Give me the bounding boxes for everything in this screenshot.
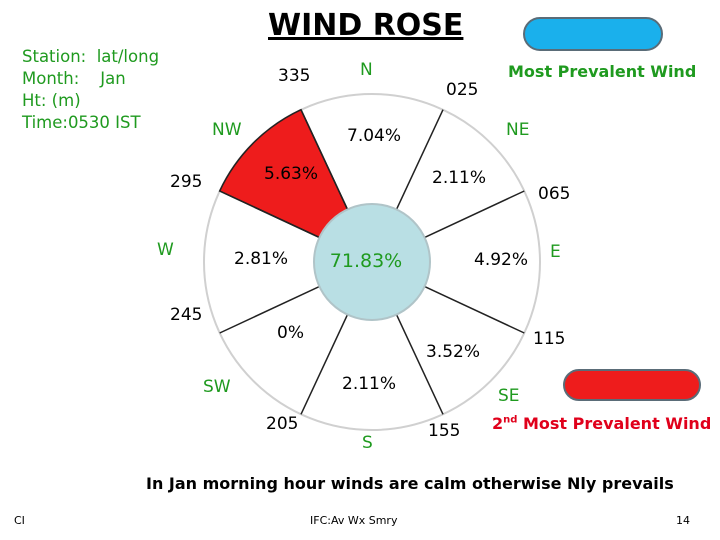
sector-se-value: 3.52% xyxy=(426,342,481,362)
station-info: Station: lat/long Month: Jan Ht: (m) Tim… xyxy=(22,46,159,134)
calm-value: 71.83% xyxy=(330,250,402,272)
compass-nw: NW xyxy=(212,120,242,140)
sector-ne-value: 2.11% xyxy=(432,168,487,188)
page-number: 14 xyxy=(676,514,690,527)
compass-se: SE xyxy=(498,386,520,406)
month-line: Month: Jan xyxy=(22,69,126,88)
height-line: Ht: (m) xyxy=(22,91,81,110)
compass-n: N xyxy=(360,60,373,80)
station-line: Station: lat/long xyxy=(22,47,160,66)
deg-205: 205 xyxy=(266,414,299,434)
deg-335: 335 xyxy=(278,66,311,86)
legend-red-swatch xyxy=(563,369,701,401)
sector-sw-value: 0% xyxy=(277,323,304,343)
deg-245: 245 xyxy=(170,305,203,325)
footer-center: IFC:Av Wx Smry xyxy=(310,514,398,527)
compass-ne: NE xyxy=(506,120,530,140)
deg-025: 025 xyxy=(446,80,479,100)
deg-115: 115 xyxy=(533,329,566,349)
compass-w: W xyxy=(157,240,174,260)
compass-s: S xyxy=(362,433,373,453)
calm-circle xyxy=(313,203,431,321)
deg-065: 065 xyxy=(538,184,571,204)
sector-s-value: 2.11% xyxy=(342,374,397,394)
footer-left: CI xyxy=(14,514,25,527)
legend-second-prevalent-label: 2nd Most Prevalent Wind xyxy=(492,414,711,433)
legend-second-prefix: 2 xyxy=(492,414,504,433)
deg-155: 155 xyxy=(428,421,461,441)
legend-second-suffix: Most Prevalent Wind xyxy=(517,414,712,433)
page-title: WIND ROSE xyxy=(268,8,464,43)
deg-295: 295 xyxy=(170,172,203,192)
sector-n-value: 7.04% xyxy=(347,126,402,146)
time-line: Time:0530 IST xyxy=(22,113,141,132)
legend-second-sup: nd xyxy=(503,414,518,426)
sector-w-value: 2.81% xyxy=(234,249,289,269)
compass-sw: SW xyxy=(203,377,231,397)
legend-most-prevalent-label: Most Prevalent Wind xyxy=(508,62,697,81)
legend-blue-swatch xyxy=(523,17,663,51)
sector-e-value: 4.92% xyxy=(474,250,529,270)
sector-nw-value: 5.63% xyxy=(264,164,319,184)
summary-note: In Jan morning hour winds are calm other… xyxy=(146,474,674,493)
compass-e: E xyxy=(550,242,561,262)
